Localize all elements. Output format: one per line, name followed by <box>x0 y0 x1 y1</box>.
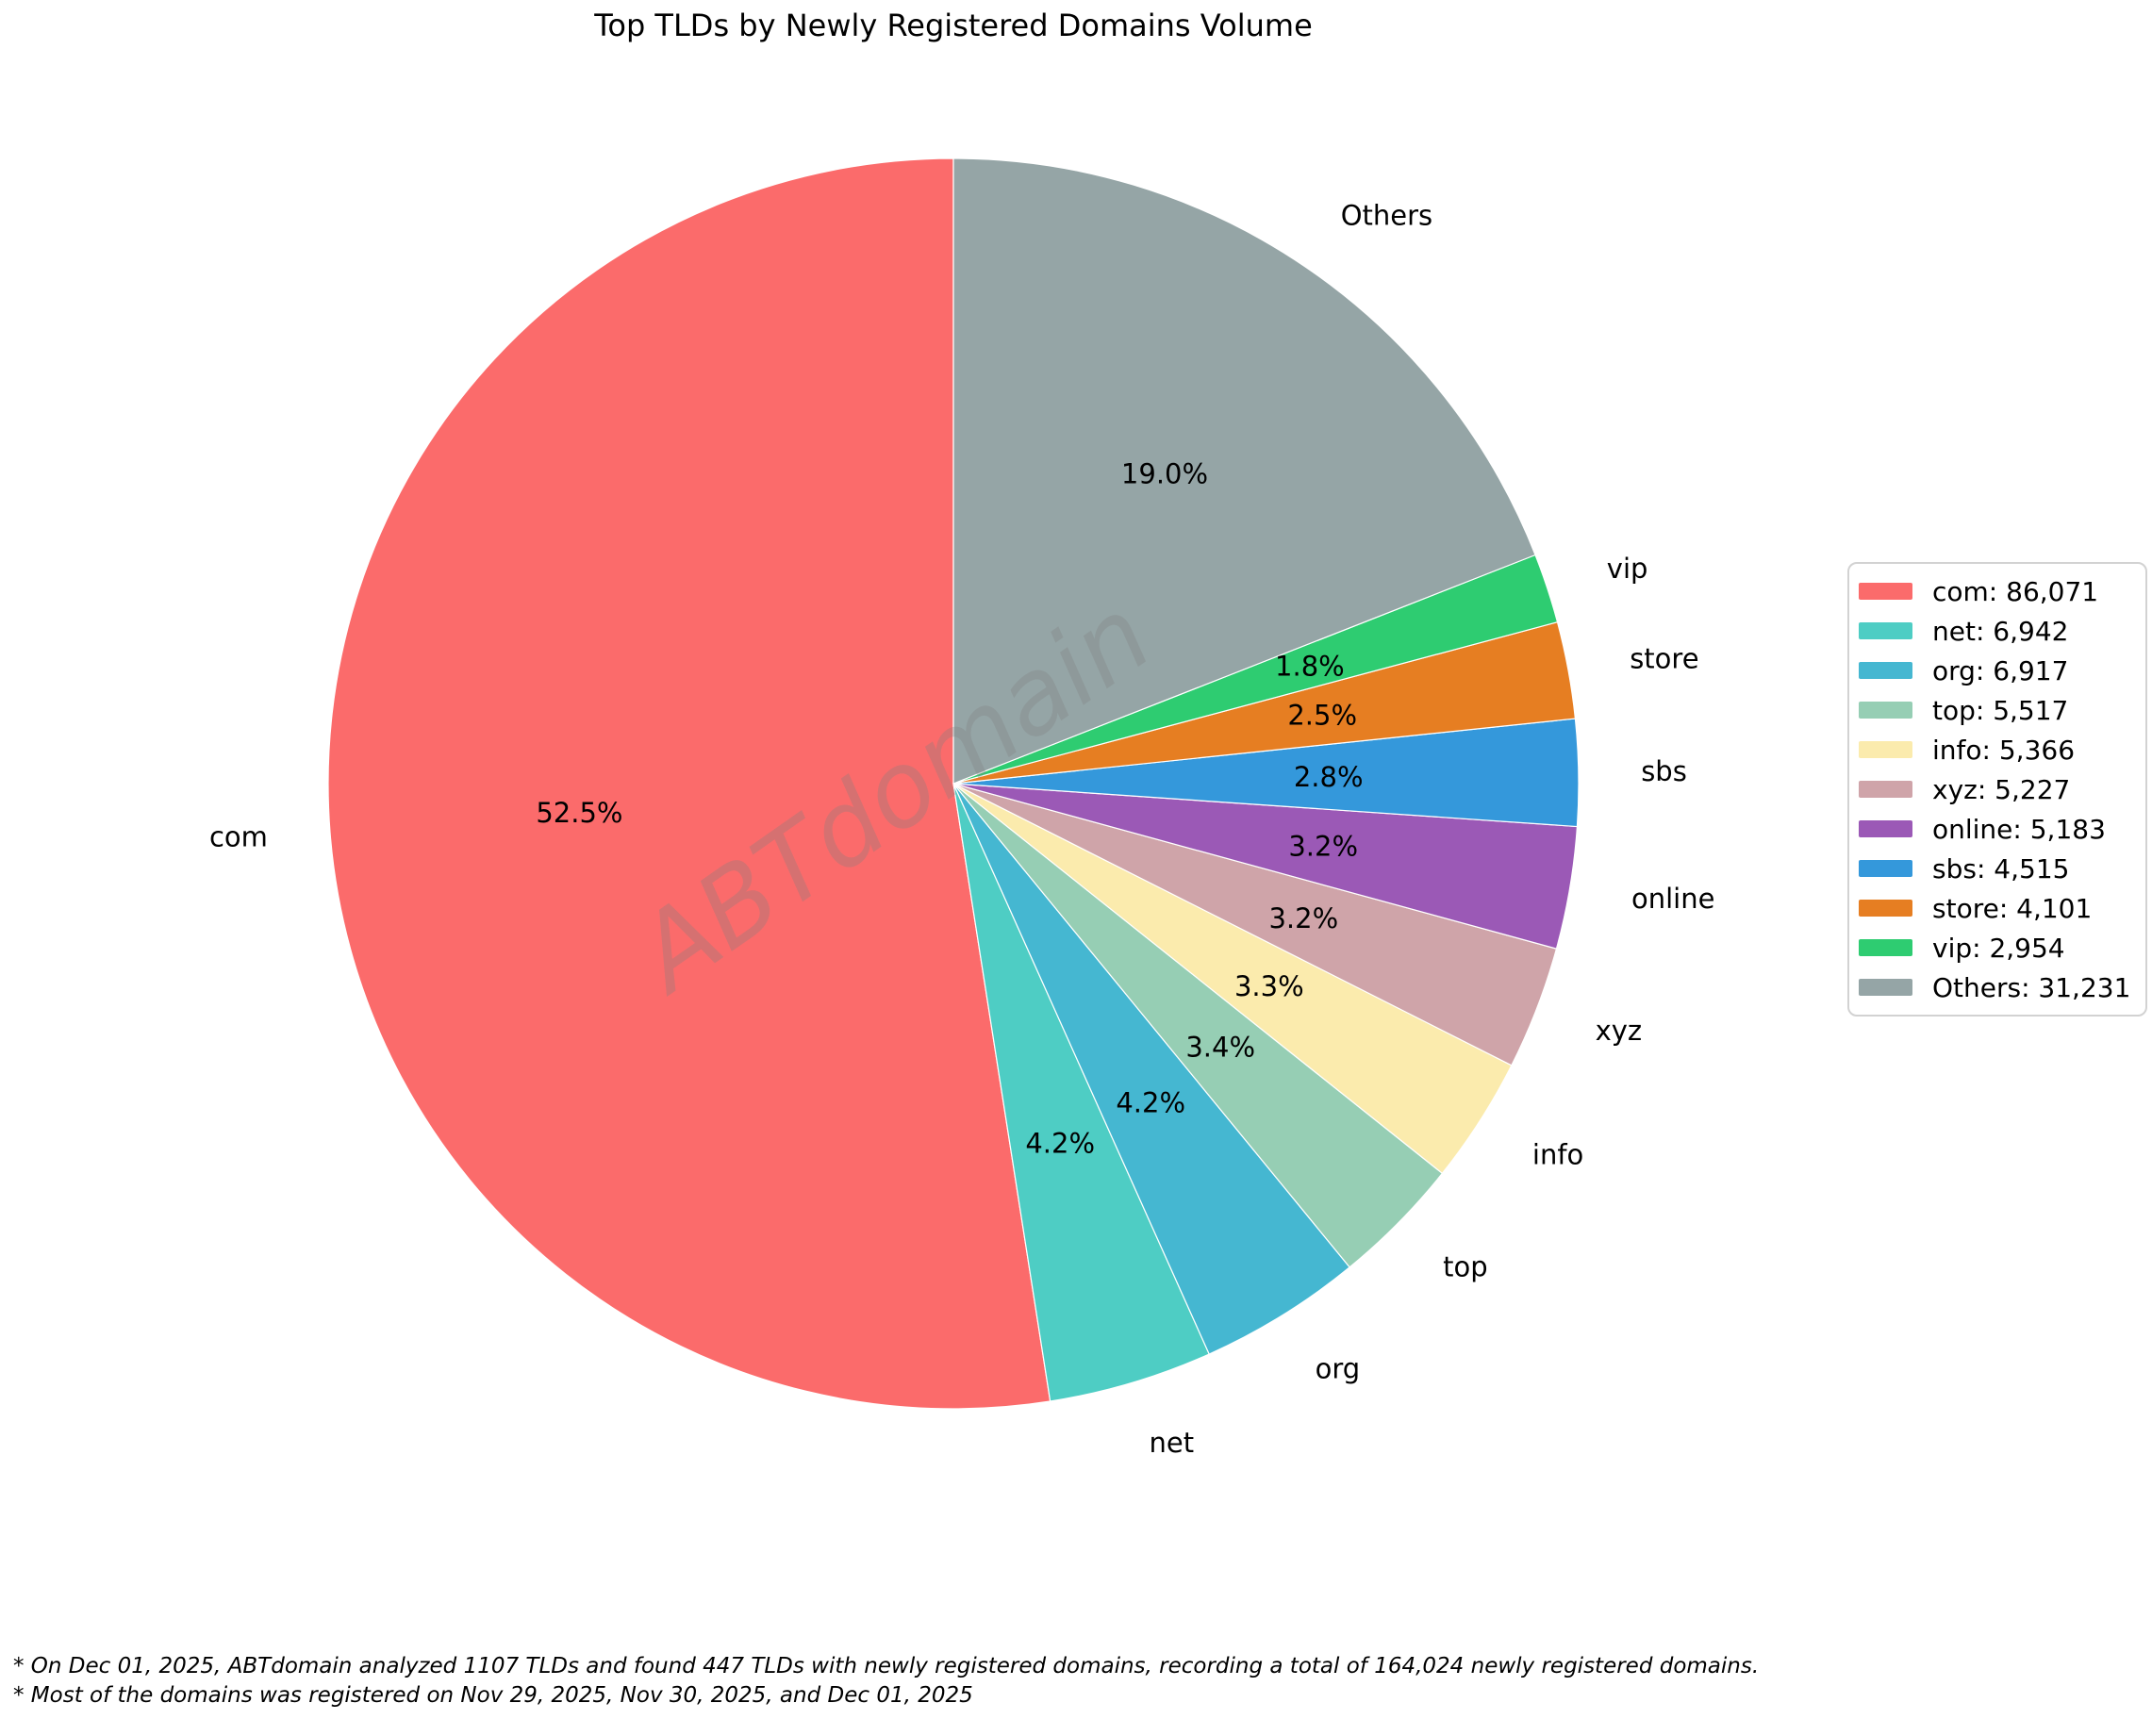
percent-label-sbs: 2.8% <box>1294 761 1364 793</box>
slice-label-info: info <box>1532 1139 1583 1171</box>
percent-label-net: 4.2% <box>1025 1127 1095 1159</box>
slice-label-vip: vip <box>1607 553 1648 585</box>
pie-slice-com <box>327 157 1051 1410</box>
legend-swatch-sbs <box>1859 860 1912 877</box>
legend-label-store: store: 4,101 <box>1932 892 2093 924</box>
footnote-line-1: * On Dec 01, 2025, ABTdomain analyzed 11… <box>13 1654 1760 1678</box>
slice-label-Others: Others <box>1341 199 1432 231</box>
legend-label-net: net: 6,942 <box>1932 615 2069 647</box>
slice-label-store: store <box>1630 643 1698 675</box>
legend-item-sbs: sbs: 4,515 <box>1859 849 2130 888</box>
percent-label-info: 3.3% <box>1234 970 1304 1002</box>
legend: com: 86,071 net: 6,942 org: 6,917 top: 5,51… <box>1847 562 2148 1017</box>
percent-label-online: 3.2% <box>1288 831 1358 863</box>
slice-label-com: com <box>209 821 268 853</box>
legend-item-com: com: 86,071 <box>1859 571 2130 611</box>
legend-item-vip: vip: 2,954 <box>1859 928 2130 967</box>
pie-slice-Others <box>952 157 1536 785</box>
legend-item-info: info: 5,366 <box>1859 730 2130 769</box>
legend-label-xyz: xyz: 5,227 <box>1932 773 2071 805</box>
pie-slice-net <box>952 783 1210 1402</box>
legend-label-Others: Others: 31,231 <box>1932 971 2131 1003</box>
percent-label-org: 4.2% <box>1116 1086 1185 1118</box>
legend-label-vip: vip: 2,954 <box>1932 932 2065 964</box>
slice-label-online: online <box>1631 883 1714 915</box>
percent-label-xyz: 3.2% <box>1268 902 1338 934</box>
legend-label-org: org: 6,917 <box>1932 654 2069 686</box>
percent-label-Others: 19.0% <box>1121 457 1208 489</box>
legend-swatch-top <box>1859 702 1912 719</box>
slice-name-labels: com net org top info xyz online sbs store vip Othe… <box>209 199 1715 1459</box>
chart-title: Top TLDs by Newly Registered Domains Vol… <box>594 8 1313 43</box>
legend-swatch-online <box>1859 820 1912 837</box>
percent-label-top: 3.4% <box>1185 1031 1255 1063</box>
legend-item-store: store: 4,101 <box>1859 888 2130 928</box>
legend-label-com: com: 86,071 <box>1932 575 2099 607</box>
percent-label-com: 52.5% <box>536 797 622 829</box>
legend-swatch-org <box>1859 662 1912 679</box>
legend-swatch-net <box>1859 622 1912 639</box>
legend-swatch-xyz <box>1859 781 1912 798</box>
legend-item-xyz: xyz: 5,227 <box>1859 769 2130 809</box>
footnote-line-2: * Most of the domains was registered on … <box>13 1683 973 1708</box>
legend-item-net: net: 6,942 <box>1859 611 2130 651</box>
slice-label-sbs: sbs <box>1641 755 1687 787</box>
slice-label-org: org <box>1316 1352 1361 1384</box>
legend-swatch-Others <box>1859 979 1912 996</box>
legend-label-online: online: 5,183 <box>1932 813 2106 845</box>
pie-slice-org <box>952 783 1350 1355</box>
legend-label-sbs: sbs: 4,515 <box>1932 852 2070 885</box>
slice-label-net: net <box>1150 1427 1195 1459</box>
footnotes: * On Dec 01, 2025, ABTdomain analyzed 11… <box>13 1652 1759 1711</box>
legend-swatch-info <box>1859 741 1912 758</box>
legend-label-info: info: 5,366 <box>1932 734 2076 766</box>
legend-swatch-vip <box>1859 939 1912 956</box>
legend-label-top: top: 5,517 <box>1932 694 2069 726</box>
legend-item-top: top: 5,517 <box>1859 690 2130 730</box>
percent-labels: 52.5%4.2%4.2%3.4%3.3%3.2%3.2%2.8%2.5%1.8… <box>536 457 1363 1159</box>
legend-item-online: online: 5,183 <box>1859 809 2130 849</box>
legend-swatch-com <box>1859 583 1912 600</box>
percent-label-vip: 1.8% <box>1275 651 1345 683</box>
legend-item-org: org: 6,917 <box>1859 651 2130 690</box>
legend-item-Others: Others: 31,231 <box>1859 967 2130 1007</box>
pie-slices <box>327 157 1580 1410</box>
percent-label-store: 2.5% <box>1287 700 1357 732</box>
slice-label-top: top <box>1443 1250 1488 1282</box>
slice-label-xyz: xyz <box>1596 1015 1643 1047</box>
legend-swatch-store <box>1859 900 1912 917</box>
